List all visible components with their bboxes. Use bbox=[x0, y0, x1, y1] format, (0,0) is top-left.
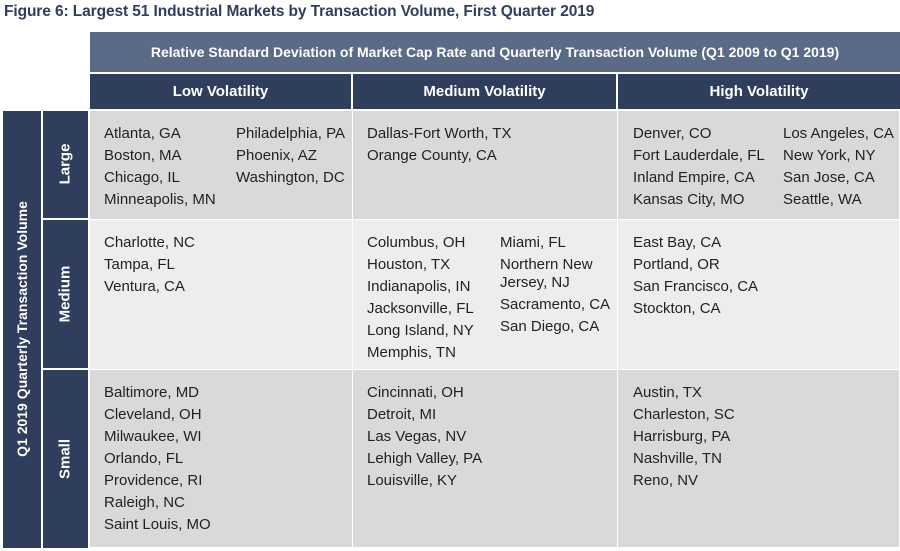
cell-small-high: Austin, TX Charleston, SC Harrisburg, PA… bbox=[618, 370, 900, 548]
market-item: Lehigh Valley, PA bbox=[367, 450, 483, 467]
market-list: Los Angeles, CA New York, NY San Jose, C… bbox=[783, 123, 894, 211]
cell-large-medium: Dallas-Fort Worth, TX Orange County, CA bbox=[353, 111, 618, 220]
market-item: Philadelphia, PA bbox=[236, 125, 345, 142]
market-item: Miami, FL bbox=[500, 234, 566, 251]
market-item: Atlanta, GA bbox=[104, 125, 181, 142]
market-item: Memphis, TN bbox=[367, 344, 456, 361]
column-header-medium-volatility: Medium Volatility bbox=[353, 74, 616, 109]
market-item: Chicago, IL bbox=[104, 169, 180, 186]
market-item: Los Angeles, CA bbox=[783, 125, 894, 142]
market-list: Philadelphia, PA Phoenix, AZ Washington,… bbox=[236, 123, 345, 189]
market-item: Houston, TX bbox=[367, 256, 451, 273]
cell-medium-medium: Columbus, OH Houston, TX Indianapolis, I… bbox=[353, 220, 618, 370]
market-item: Cleveland, OH bbox=[104, 406, 202, 423]
market-item: Stockton, CA bbox=[633, 300, 721, 317]
row-header-large: Large bbox=[43, 111, 88, 218]
figure-title: Figure 6: Largest 51 Industrial Markets … bbox=[4, 3, 595, 20]
market-item: Orange County, CA bbox=[367, 147, 497, 164]
market-list: Denver, CO Fort Lauderdale, FL Inland Em… bbox=[633, 123, 765, 211]
market-item: Louisville, KY bbox=[367, 472, 458, 489]
column-header-high-volatility: High Volatility bbox=[618, 74, 900, 109]
market-item: Dallas-Fort Worth, TX bbox=[367, 125, 512, 142]
market-list: Miami, FL Northern New Jersey, NJ Sacram… bbox=[500, 232, 610, 338]
market-item: Boston, MA bbox=[104, 147, 182, 164]
market-list: East Bay, CA Portland, OR San Francisco,… bbox=[633, 232, 758, 320]
column-header-low-volatility: Low Volatility bbox=[90, 74, 351, 109]
row-header-medium: Medium bbox=[43, 220, 88, 368]
top-header: Relative Standard Deviation of Market Ca… bbox=[90, 32, 900, 72]
market-item: Baltimore, MD bbox=[104, 384, 200, 401]
market-item: Cincinnati, OH bbox=[367, 384, 464, 401]
market-item: Columbus, OH bbox=[367, 234, 466, 251]
market-item: Denver, CO bbox=[633, 125, 712, 142]
market-list: Charlotte, NC Tampa, FL Ventura, CA bbox=[104, 232, 195, 298]
market-item: Reno, NV bbox=[633, 472, 699, 489]
market-item: Long Island, NY bbox=[367, 322, 474, 339]
cell-large-high: Denver, CO Fort Lauderdale, FL Inland Em… bbox=[618, 111, 900, 220]
cell-small-medium: Cincinnati, OH Detroit, MI Las Vegas, NV… bbox=[353, 370, 618, 548]
market-item: Charleston, SC bbox=[633, 406, 735, 423]
cell-medium-low: Charlotte, NC Tampa, FL Ventura, CA bbox=[90, 220, 353, 370]
market-item: Saint Louis, MO bbox=[104, 516, 211, 533]
market-list: Atlanta, GA Boston, MA Chicago, IL Minne… bbox=[104, 123, 216, 211]
market-item: Orlando, FL bbox=[104, 450, 184, 467]
market-list: Dallas-Fort Worth, TX Orange County, CA bbox=[367, 123, 511, 167]
market-item: Northern New Jersey, NJ bbox=[500, 256, 593, 291]
market-item: Raleigh, NC bbox=[104, 494, 185, 511]
market-item: Sacramento, CA bbox=[500, 296, 611, 313]
market-item: Milwaukee, WI bbox=[104, 428, 202, 445]
market-item: San Francisco, CA bbox=[633, 278, 759, 295]
row-header-small: Small bbox=[43, 370, 88, 548]
cell-small-low: Baltimore, MD Cleveland, OH Milwaukee, W… bbox=[90, 370, 353, 548]
market-item: Kansas City, MO bbox=[633, 191, 745, 208]
market-item: Austin, TX bbox=[633, 384, 702, 401]
market-item: Ventura, CA bbox=[104, 278, 185, 295]
market-item: Portland, OR bbox=[633, 256, 720, 273]
market-item: Nashville, TN bbox=[633, 450, 722, 467]
market-item: Harrisburg, PA bbox=[633, 428, 731, 445]
market-item: New York, NY bbox=[783, 147, 876, 164]
market-item: East Bay, CA bbox=[633, 234, 722, 251]
market-item: Washington, DC bbox=[236, 169, 345, 186]
market-item: Phoenix, AZ bbox=[236, 147, 317, 164]
market-list: Columbus, OH Houston, TX Indianapolis, I… bbox=[367, 232, 474, 364]
market-item: Charlotte, NC bbox=[104, 234, 195, 251]
market-item: Las Vegas, NV bbox=[367, 428, 467, 445]
row-header-label: Medium bbox=[56, 265, 74, 323]
market-item: Indianapolis, IN bbox=[367, 278, 471, 295]
row-axis-label-bar: Q1 2019 Quarterly Transaction Volume bbox=[3, 111, 41, 548]
cell-medium-high: East Bay, CA Portland, OR San Francisco,… bbox=[618, 220, 900, 370]
market-item: San Diego, CA bbox=[500, 318, 600, 335]
market-item: Minneapolis, MN bbox=[104, 191, 216, 208]
market-list: Cincinnati, OH Detroit, MI Las Vegas, NV… bbox=[367, 382, 482, 492]
market-item: Jacksonville, FL bbox=[367, 300, 474, 317]
market-item: Providence, RI bbox=[104, 472, 203, 489]
market-item: Inland Empire, CA bbox=[633, 169, 755, 186]
row-header-label: Small bbox=[56, 438, 74, 480]
market-item: Seattle, WA bbox=[783, 191, 862, 208]
cell-large-low: Atlanta, GA Boston, MA Chicago, IL Minne… bbox=[90, 111, 353, 220]
market-list: Baltimore, MD Cleveland, OH Milwaukee, W… bbox=[104, 382, 211, 536]
row-header-label: Large bbox=[56, 143, 74, 185]
market-item: San Jose, CA bbox=[783, 169, 875, 186]
row-axis-label: Q1 2019 Quarterly Transaction Volume bbox=[14, 201, 30, 457]
market-item: Tampa, FL bbox=[104, 256, 175, 273]
market-item: Detroit, MI bbox=[367, 406, 437, 423]
market-item: Fort Lauderdale, FL bbox=[633, 147, 765, 164]
market-list: Austin, TX Charleston, SC Harrisburg, PA… bbox=[633, 382, 735, 492]
